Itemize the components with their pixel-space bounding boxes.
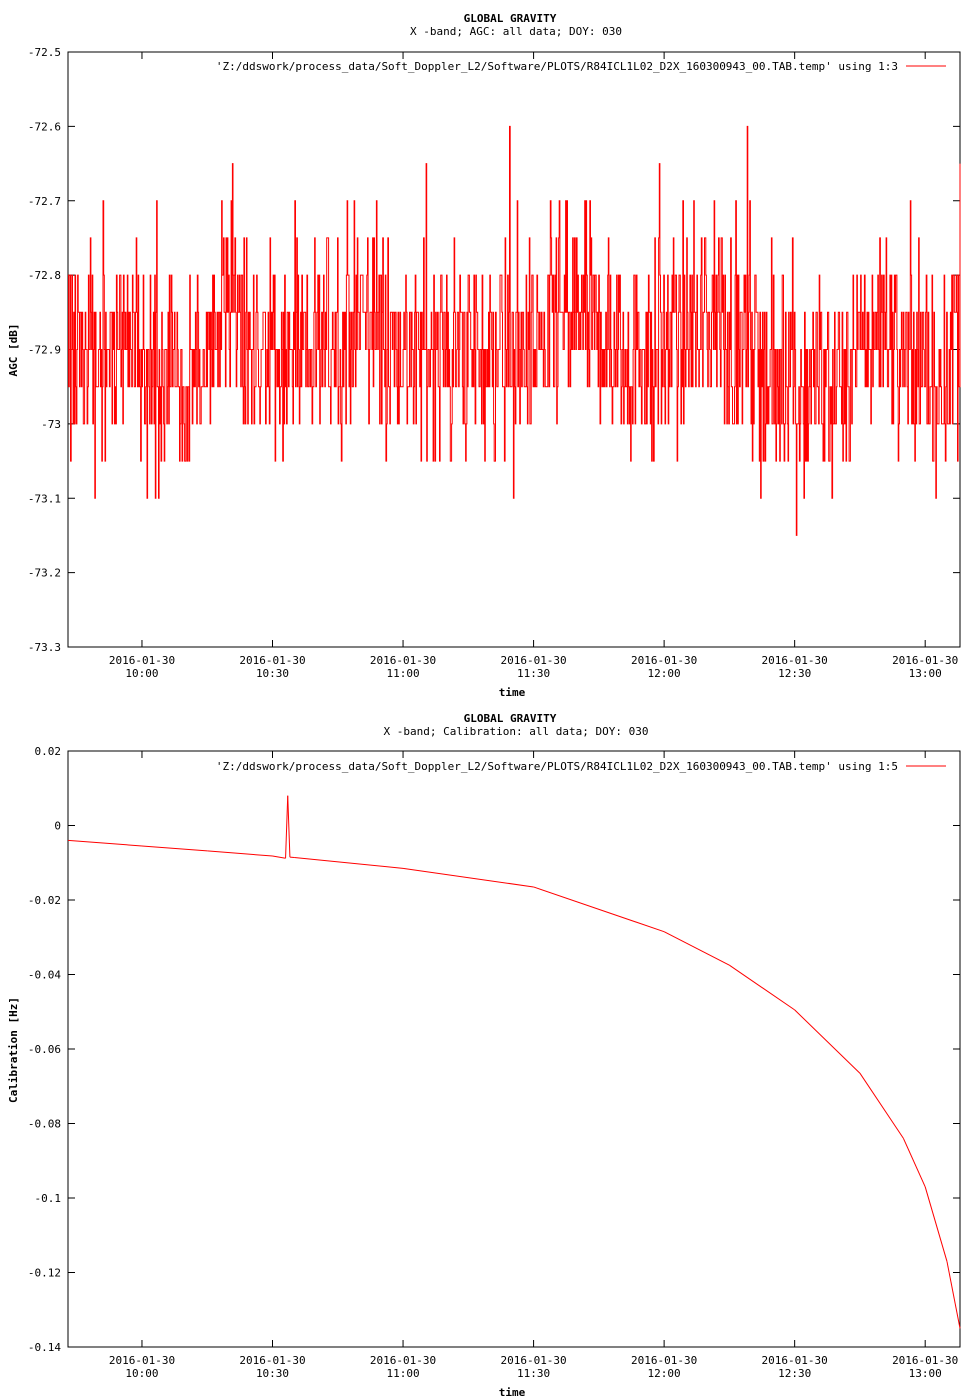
y-tick-label: -72.7 xyxy=(28,195,61,208)
y-axis: 0.02 0 -0.02 -0.04 -0.06 -0.08 -0.1 -0.12 -0.14 xyxy=(28,745,960,1354)
calibration-segment xyxy=(794,1009,861,1074)
x-tick-label: 2016-01-30 xyxy=(631,654,697,667)
chart-title: GLOBAL GRAVITY xyxy=(464,712,557,725)
y-tick-label: 0.02 xyxy=(35,745,62,758)
calibration-segment xyxy=(663,931,730,966)
y-tick-label: -72.5 xyxy=(28,46,61,59)
calibration-segment xyxy=(402,867,534,888)
calibration-segment xyxy=(285,795,289,859)
x-tick-label: 2016-01-30 xyxy=(370,1354,436,1367)
y-axis-label: Calibration [Hz] xyxy=(7,997,20,1103)
x-tick-label: 2016-01-30 xyxy=(370,654,436,667)
x-tick-label: 2016-01-30 xyxy=(239,654,305,667)
legend: 'Z:/ddswork/process_data/Soft_Doppler_L2… xyxy=(216,760,946,773)
x-tick-label: 11:30 xyxy=(517,1367,550,1380)
x-tick-label: 2016-01-30 xyxy=(762,1354,828,1367)
calibration-segment xyxy=(902,1138,926,1188)
agc-line xyxy=(68,125,961,536)
y-axis: -72.5 -72.6 -72.7 -72.8 -72.9 -73 -73.1 -73.2 -7… xyxy=(28,46,960,654)
chart-subtitle: X -band; Calibration: all data; DOY: 030 xyxy=(384,725,649,738)
y-tick-label: -0.12 xyxy=(28,1267,61,1280)
x-tick-label: 2016-01-30 xyxy=(892,654,958,667)
calibration-segment xyxy=(141,845,208,852)
y-axis-label: AGC [dB] xyxy=(7,324,20,377)
x-axis-label: time xyxy=(499,686,526,699)
calibration-segment xyxy=(67,839,143,847)
y-tick-label: -0.14 xyxy=(28,1341,61,1354)
x-tick-label: 13:00 xyxy=(909,1367,942,1380)
x-tick-label: 2016-01-30 xyxy=(631,1354,697,1367)
x-tick-label: 11:00 xyxy=(386,667,419,680)
legend-label: 'Z:/ddswork/process_data/Soft_Doppler_L2… xyxy=(216,760,898,773)
x-axis: 2016-01-3010:002016-01-3010:302016-01-30… xyxy=(109,751,958,1380)
legend-label: 'Z:/ddswork/process_data/Soft_Doppler_L2… xyxy=(216,60,898,73)
chart-title: GLOBAL GRAVITY xyxy=(464,12,557,25)
y-tick-label: 0 xyxy=(54,820,61,833)
calibration-segment xyxy=(859,1072,904,1139)
x-tick-label: 10:30 xyxy=(256,1367,289,1380)
y-tick-label: -73 xyxy=(41,418,61,431)
chart-subtitle: X -band; AGC: all data; DOY: 030 xyxy=(410,25,622,38)
x-tick-label: 12:00 xyxy=(648,667,681,680)
x-tick-label: 13:00 xyxy=(909,667,942,680)
x-tick-label: 2016-01-30 xyxy=(500,1354,566,1367)
x-tick-label: 10:30 xyxy=(256,667,289,680)
calibration-segment xyxy=(729,964,795,1011)
x-axis-label: time xyxy=(499,1386,526,1399)
y-tick-label: -0.02 xyxy=(28,894,61,907)
x-tick-label: 10:00 xyxy=(125,667,158,680)
y-tick-label: -72.6 xyxy=(28,120,61,133)
x-tick-label: 2016-01-30 xyxy=(500,654,566,667)
agc-data xyxy=(68,125,961,536)
x-tick-label: 2016-01-30 xyxy=(109,654,175,667)
x-tick-label: 12:30 xyxy=(778,667,811,680)
x-tick-label: 11:00 xyxy=(386,1367,419,1380)
x-tick-label: 2016-01-30 xyxy=(762,654,828,667)
calibration-segment xyxy=(946,1261,961,1329)
calibration-segment xyxy=(272,855,286,859)
y-tick-label: -0.08 xyxy=(28,1118,61,1131)
calibration-segment xyxy=(207,850,273,857)
x-tick-label: 2016-01-30 xyxy=(892,1354,958,1367)
y-tick-label: -73.1 xyxy=(28,492,61,505)
legend: 'Z:/ddswork/process_data/Soft_Doppler_L2… xyxy=(216,60,946,73)
plot-frame xyxy=(67,750,961,1348)
agc-chart: GLOBAL GRAVITY X -band; AGC: all data; D… xyxy=(7,12,961,699)
calibration-segment xyxy=(924,1186,948,1262)
y-tick-label: -0.04 xyxy=(28,969,61,982)
x-tick-label: 12:30 xyxy=(778,1367,811,1380)
y-tick-label: -72.9 xyxy=(28,344,61,357)
calibration-data xyxy=(67,795,961,1329)
y-tick-label: -72.8 xyxy=(28,269,61,282)
y-tick-label: -0.1 xyxy=(35,1192,62,1205)
x-tick-label: 10:00 xyxy=(125,1367,158,1380)
x-tick-label: 2016-01-30 xyxy=(239,1354,305,1367)
x-axis: 2016-01-3010:002016-01-3010:302016-01-30… xyxy=(109,52,958,680)
calibration-segment xyxy=(294,857,404,869)
y-tick-label: -73.2 xyxy=(28,567,61,580)
calibration-segment xyxy=(533,886,665,933)
calibration-segment xyxy=(287,795,291,858)
calibration-chart: GLOBAL GRAVITY X -band; Calibration: all… xyxy=(7,712,961,1399)
y-tick-label: -73.3 xyxy=(28,641,61,654)
y-tick-label: -0.06 xyxy=(28,1043,61,1056)
x-tick-label: 2016-01-30 xyxy=(109,1354,175,1367)
x-tick-label: 12:00 xyxy=(648,1367,681,1380)
x-tick-label: 11:30 xyxy=(517,667,550,680)
